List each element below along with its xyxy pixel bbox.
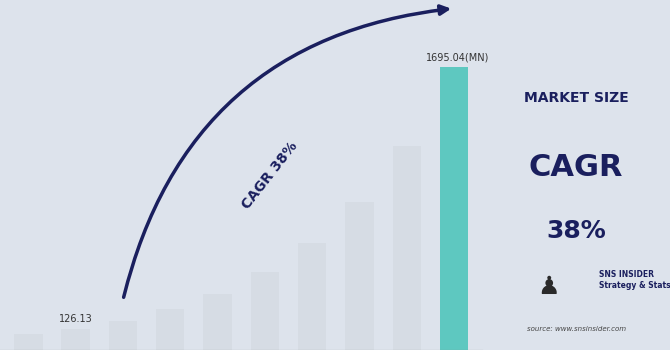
Bar: [109, 321, 137, 350]
Bar: [204, 294, 232, 350]
Bar: [298, 243, 326, 350]
Text: 126.13: 126.13: [59, 314, 92, 324]
Bar: [14, 334, 43, 350]
Bar: [156, 309, 184, 350]
Text: CAGR 38%: CAGR 38%: [239, 139, 300, 211]
Bar: [62, 329, 90, 350]
Bar: [251, 272, 279, 350]
Text: 1695.04(MN): 1695.04(MN): [426, 52, 490, 63]
Text: ♟: ♟: [537, 275, 559, 299]
Text: source: www.snsinsider.com: source: www.snsinsider.com: [527, 326, 626, 332]
Text: MARKET SIZE: MARKET SIZE: [524, 91, 628, 105]
Bar: [393, 146, 421, 350]
Text: CAGR: CAGR: [529, 154, 624, 182]
Text: SNS INSIDER
Strategy & Stats: SNS INSIDER Strategy & Stats: [599, 270, 670, 290]
FancyArrowPatch shape: [124, 6, 448, 297]
Bar: [345, 202, 374, 350]
Bar: [440, 68, 468, 350]
Text: 38%: 38%: [546, 219, 606, 243]
